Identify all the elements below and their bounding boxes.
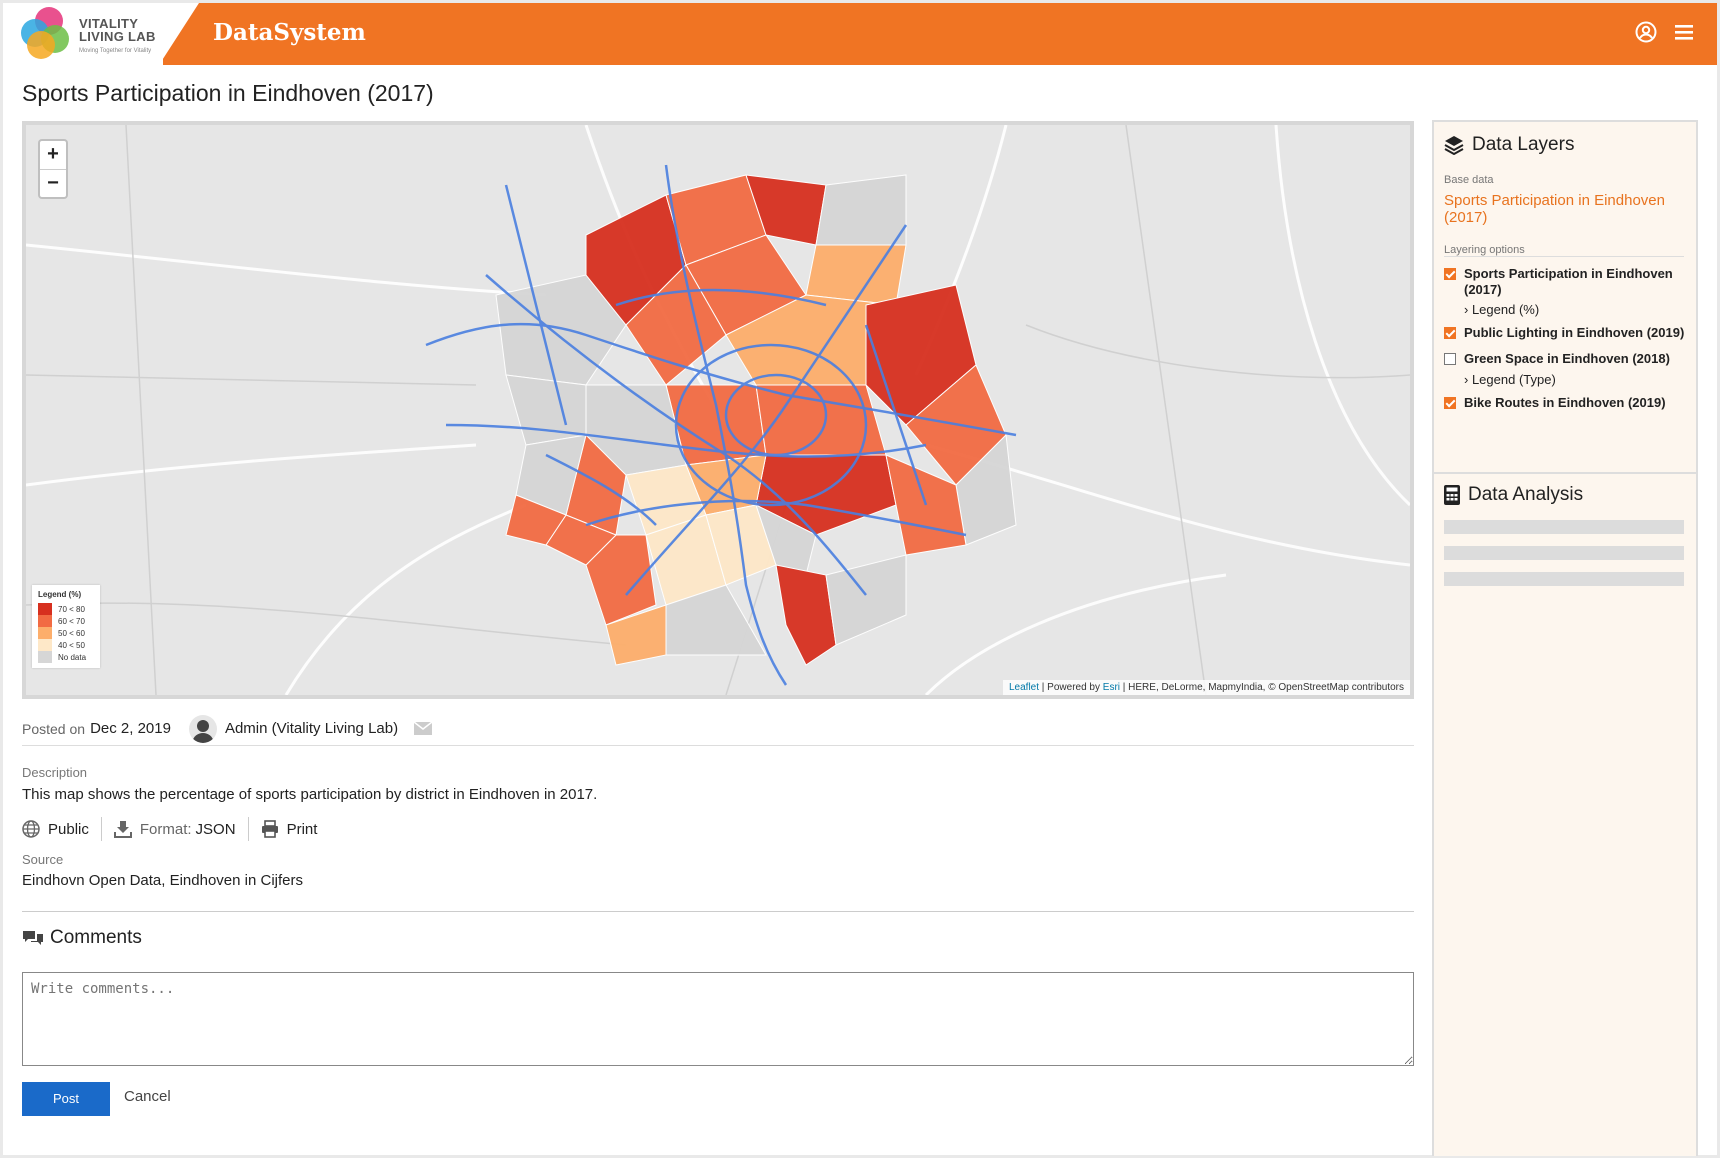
- legend-label: 40 < 50: [58, 640, 85, 650]
- separator: [100, 817, 102, 841]
- data-layers-title: Data Layers: [1472, 134, 1575, 155]
- legend-label: 70 < 80: [58, 604, 85, 614]
- format-label: Format:: [139, 820, 192, 838]
- divider: [1434, 472, 1696, 474]
- description-label: Description: [22, 765, 88, 780]
- layer-checkbox[interactable]: [1444, 327, 1456, 339]
- legend-item: 40 < 50: [38, 639, 94, 651]
- author-name[interactable]: Admin (Vitality Living Lab): [224, 720, 399, 737]
- loading-placeholder: [1444, 572, 1684, 586]
- print-icon[interactable]: [261, 820, 279, 838]
- separator: [247, 817, 249, 841]
- layer-label: Sports Participation in Eindhoven (2017): [1464, 266, 1673, 297]
- map-attribution: Leaflet | Powered by Esri | HERE, DeLorm…: [1003, 680, 1410, 695]
- layers-icon: [1444, 135, 1464, 155]
- source-label: Source: [22, 852, 64, 867]
- layer-checkbox[interactable]: [1444, 268, 1456, 280]
- zoom-in-button[interactable]: +: [47, 143, 59, 165]
- logo-line-2: LIVING LAB: [79, 29, 156, 44]
- comment-input[interactable]: [22, 972, 1414, 1066]
- map-legend: Legend (%) 70 < 80 60 < 70 50 < 60 40 < …: [32, 585, 100, 668]
- loading-placeholder: [1444, 546, 1684, 560]
- avatar: [188, 714, 217, 743]
- cancel-button[interactable]: Cancel: [124, 1088, 171, 1105]
- logo-tagline: Moving Together for Vitality: [79, 48, 152, 54]
- leaflet-link[interactable]: Leaflet: [1009, 682, 1040, 693]
- legend-toggle-label: Legend (%): [1471, 302, 1540, 317]
- zoom-out-button[interactable]: −: [40, 169, 66, 197]
- legend-label: No data: [58, 652, 87, 662]
- posted-date: Dec 2, 2019: [90, 720, 171, 737]
- print-button[interactable]: Print: [286, 820, 318, 838]
- legend-swatch: [38, 615, 52, 627]
- calculator-icon: [1444, 485, 1460, 505]
- data-analysis-heading: Data Analysis: [1444, 484, 1583, 506]
- divider: [22, 911, 1414, 912]
- sidebar: Data Layers Base data Sports Participati…: [1432, 120, 1698, 1156]
- logo-circles-icon: [21, 7, 77, 59]
- layer-legend-toggle[interactable]: › Legend (Type): [1464, 372, 1556, 387]
- legend-toggle-label: Legend (Type): [1471, 372, 1556, 387]
- esri-link[interactable]: Esri: [1102, 682, 1121, 693]
- post-meta: Posted on Dec 2, 2019 Admin (Vitality Li…: [22, 712, 1414, 746]
- logo-wordmark: VITALITY LIVING LAB Moving Together for …: [79, 17, 156, 58]
- layer-legend-toggle[interactable]: › Legend (%): [1464, 302, 1540, 317]
- layer-item-green-space[interactable]: Green Space in Eindhoven (2018): [1444, 351, 1692, 367]
- legend-swatch: [38, 603, 52, 615]
- base-data-label: Base data: [1444, 174, 1494, 186]
- page-title: Sports Participation in Eindhoven (2017): [22, 80, 434, 106]
- attribution-rest: | HERE, DeLorme, MapmyIndia, © OpenStree…: [1120, 682, 1404, 693]
- logo-slant-divider: [159, 3, 199, 65]
- legend-swatch: [38, 651, 52, 663]
- comments-title: Comments: [50, 927, 142, 948]
- logo-line-1: VITALITY: [79, 16, 139, 31]
- logo[interactable]: VITALITY LIVING LAB Moving Together for …: [3, 3, 163, 65]
- data-layers-heading: Data Layers: [1444, 134, 1574, 156]
- hamburger-menu-icon[interactable]: [1673, 21, 1695, 43]
- loading-placeholder: [1444, 520, 1684, 534]
- legend-item: 60 < 70: [38, 615, 94, 627]
- map-canvas[interactable]: [26, 125, 1410, 695]
- layer-label: Green Space in Eindhoven (2018): [1464, 351, 1670, 366]
- comments-icon: [22, 929, 44, 947]
- legend-item: 50 < 60: [38, 627, 94, 639]
- legend-swatch: [38, 639, 52, 651]
- legend-title: Legend (%): [38, 590, 82, 599]
- legend-item: 70 < 80: [38, 603, 94, 615]
- envelope-icon[interactable]: [414, 722, 433, 735]
- format-value[interactable]: JSON: [195, 820, 236, 838]
- action-bar: Public Format: JSON Print: [22, 816, 317, 842]
- divider: [1444, 256, 1684, 257]
- layer-label: Public Lighting in Eindhoven (2019): [1464, 325, 1685, 340]
- layer-item-public-lighting[interactable]: Public Lighting in Eindhoven (2019): [1444, 325, 1692, 341]
- download-icon[interactable]: [113, 820, 132, 838]
- post-button[interactable]: Post: [22, 1082, 110, 1116]
- attribution-powered: | Powered by: [1039, 682, 1103, 693]
- user-circle-icon[interactable]: [1635, 21, 1657, 43]
- source-text: Eindhovn Open Data, Eindhoven in Cijfers: [22, 872, 304, 889]
- map-view[interactable]: + − Legend (%) 70 < 80 60 < 70 50 < 60 4…: [22, 121, 1414, 699]
- posted-on-label: Posted on: [22, 720, 86, 737]
- layer-item-bike-routes[interactable]: Bike Routes in Eindhoven (2019): [1444, 395, 1692, 411]
- legend-swatch: [38, 627, 52, 639]
- legend-item: No data: [38, 651, 94, 663]
- description-text: This map shows the percentage of sports …: [22, 786, 598, 803]
- top-navigation-bar: VITALITY LIVING LAB Moving Together for …: [3, 3, 1717, 65]
- legend-label: 50 < 60: [58, 628, 85, 638]
- layer-checkbox[interactable]: [1444, 397, 1456, 409]
- layer-label: Bike Routes in Eindhoven (2019): [1464, 395, 1666, 410]
- app-title[interactable]: DataSystem: [213, 19, 366, 46]
- visibility-label: Public: [48, 820, 89, 838]
- data-analysis-title: Data Analysis: [1468, 484, 1584, 505]
- layer-checkbox[interactable]: [1444, 353, 1456, 365]
- legend-label: 60 < 70: [58, 616, 85, 626]
- layering-options-label: Layering options: [1444, 244, 1525, 256]
- user-silhouette-icon: [191, 719, 214, 743]
- comments-heading: Comments: [22, 927, 142, 949]
- globe-icon: [22, 820, 40, 838]
- base-data-link[interactable]: Sports Participation in Eindhoven (2017): [1444, 192, 1665, 226]
- zoom-control: + −: [38, 139, 68, 199]
- layer-item-sports-participation[interactable]: Sports Participation in Eindhoven (2017): [1444, 266, 1692, 298]
